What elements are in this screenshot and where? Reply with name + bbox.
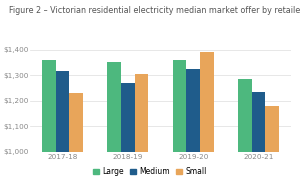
Bar <box>56 71 69 185</box>
Bar <box>186 69 200 185</box>
Bar <box>200 52 214 185</box>
Bar <box>238 79 252 185</box>
Legend: Large, Medium, Small: Large, Medium, Small <box>90 164 210 179</box>
Bar <box>252 92 266 185</box>
Bar <box>266 106 279 185</box>
Text: Figure 2 – Victorian residential electricity median market offer by retailer gro: Figure 2 – Victorian residential electri… <box>9 6 300 15</box>
Bar <box>172 60 186 185</box>
Bar <box>135 74 148 185</box>
Bar <box>107 63 121 185</box>
Bar <box>69 93 83 185</box>
Bar <box>42 60 56 185</box>
Bar <box>121 83 135 185</box>
